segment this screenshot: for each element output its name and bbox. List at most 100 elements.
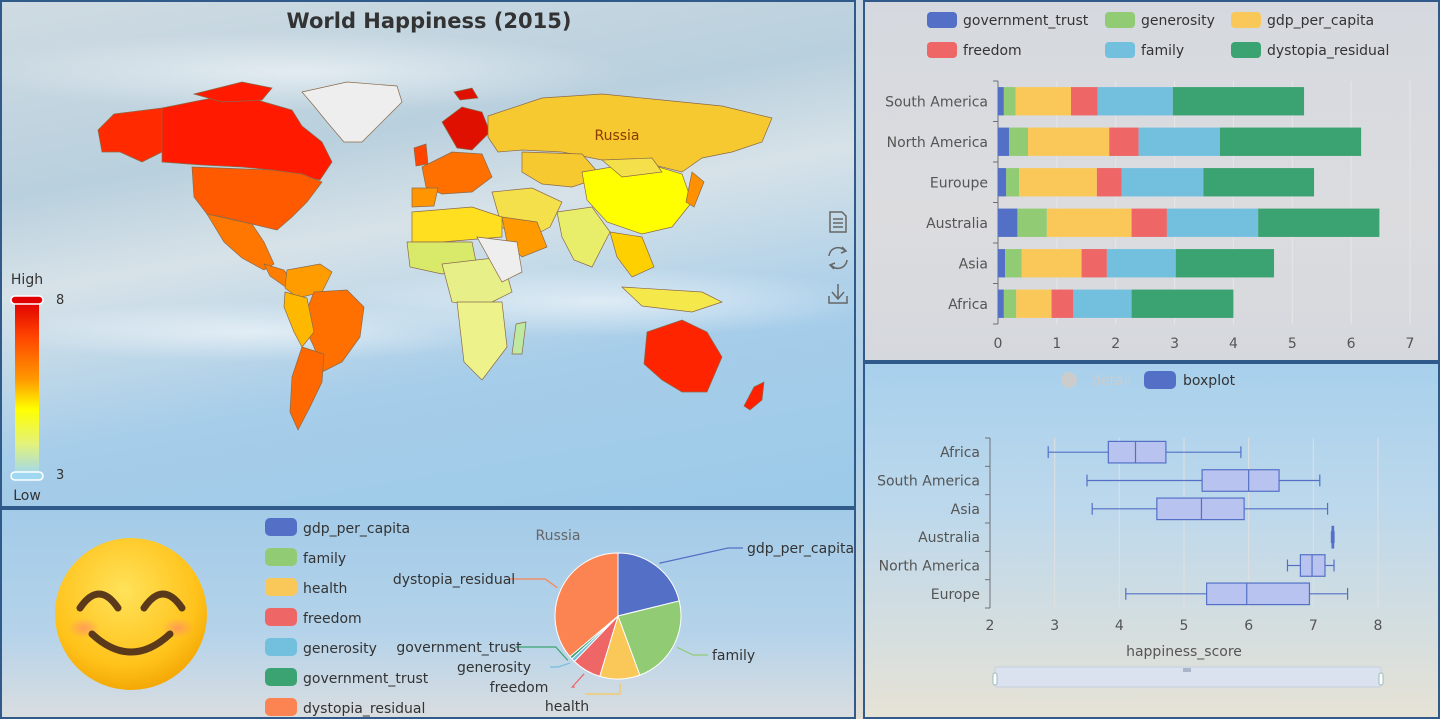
bar-segment-generosity[interactable]: [1003, 87, 1016, 116]
legend-item-boxplot[interactable]: boxplot: [1144, 371, 1236, 389]
bar-segment-dystopia_residual[interactable]: [1219, 127, 1362, 156]
x-tick-label: 2: [1111, 336, 1120, 352]
bar-segment-freedom[interactable]: [1109, 127, 1139, 156]
visual-map[interactable]: High Low 8 3: [10, 272, 64, 504]
save-image-icon[interactable]: [828, 284, 848, 304]
bar-segment-family[interactable]: [1121, 168, 1204, 197]
country-madagascar[interactable]: [511, 321, 527, 355]
bar-segment-gdp_per_capita[interactable]: [1046, 208, 1132, 237]
pie-legend-item-dystopia_residual[interactable]: dystopia_residual: [265, 698, 425, 717]
box-item[interactable]: [1286, 554, 1335, 577]
country-russia[interactable]: [487, 93, 773, 173]
bar-segment-family[interactable]: [1166, 208, 1259, 237]
country-australia[interactable]: [643, 319, 723, 393]
bar-segment-dystopia_residual[interactable]: [1203, 168, 1315, 197]
country-mongolia[interactable]: [601, 157, 663, 178]
box-body: [1299, 554, 1326, 577]
pie-legend-item-family[interactable]: family: [265, 548, 346, 567]
data-zoom-handle-right[interactable]: [1378, 672, 1384, 686]
bar-segment-dystopia_residual[interactable]: [1131, 289, 1234, 318]
bar-segment-dystopia_residual[interactable]: [1175, 249, 1275, 278]
box-item[interactable]: [1125, 582, 1349, 606]
bar-segment-government_trust[interactable]: [998, 168, 1007, 197]
y-category-label: South America: [877, 474, 980, 490]
country-india[interactable]: [556, 206, 611, 268]
pie-legend-item-freedom[interactable]: freedom: [265, 608, 362, 627]
bar-segment-dystopia_residual[interactable]: [1258, 208, 1380, 237]
legend-item-freedom[interactable]: freedom: [927, 42, 1022, 59]
bar-segment-gdp_per_capita[interactable]: [1015, 87, 1071, 116]
data-zoom-slider[interactable]: [992, 666, 1384, 688]
country-iceland[interactable]: [453, 87, 479, 101]
bar-segment-family[interactable]: [1106, 249, 1176, 278]
country-new-zealand[interactable]: [743, 381, 765, 411]
bar-segment-freedom[interactable]: [1096, 168, 1122, 197]
country-usa[interactable]: [191, 166, 323, 231]
country-east-africa[interactable]: [476, 236, 523, 283]
box-item[interactable]: [1086, 469, 1321, 492]
bar-segment-gdp_per_capita[interactable]: [1016, 289, 1052, 318]
bar-segment-generosity[interactable]: [1017, 208, 1047, 237]
country-canada-islands[interactable]: [192, 81, 273, 103]
country-se-asia[interactable]: [609, 231, 655, 278]
bar-segment-generosity[interactable]: [1003, 289, 1017, 318]
visual-map-handle-bottom[interactable]: [10, 471, 44, 481]
data-zoom-handle-left[interactable]: [992, 672, 998, 686]
bar-segment-generosity[interactable]: [1006, 168, 1020, 197]
pie-slice-label: gdp_per_capita: [747, 541, 854, 557]
country-greenland[interactable]: [301, 81, 403, 143]
legend-item-generosity[interactable]: generosity: [1105, 12, 1215, 29]
bar-segment-generosity[interactable]: [1005, 249, 1022, 278]
restore-icon[interactable]: [828, 246, 848, 270]
legend-item-dystopia_residual[interactable]: dystopia_residual: [1231, 42, 1389, 59]
pie-legend-item-government_trust[interactable]: government_trust: [265, 668, 429, 687]
pie-legend-item-health[interactable]: health: [265, 578, 347, 597]
bar-segment-government_trust[interactable]: [998, 127, 1010, 156]
country-indonesia[interactable]: [621, 286, 723, 313]
visual-map-bar[interactable]: [15, 302, 39, 475]
bar-segment-government_trust[interactable]: [998, 289, 1004, 318]
bar-segment-freedom[interactable]: [1070, 87, 1098, 116]
countries-layer[interactable]: [97, 81, 773, 431]
data-view-icon[interactable]: [829, 211, 847, 233]
legend-item-detail[interactable]: detail: [1061, 372, 1131, 389]
pie-legend-item-generosity[interactable]: generosity: [265, 638, 377, 657]
bar-segment-family[interactable]: [1073, 289, 1132, 318]
country-alaska[interactable]: [97, 107, 163, 163]
country-central-asia[interactable]: [521, 151, 603, 188]
box-item[interactable]: [1091, 497, 1329, 521]
country-uk[interactable]: [413, 143, 429, 167]
bar-segment-freedom[interactable]: [1051, 289, 1074, 318]
pie-slice-dystopia_residual[interactable]: [554, 552, 619, 658]
bar-segment-freedom[interactable]: [1131, 208, 1167, 237]
country-japan[interactable]: [685, 171, 705, 208]
bar-segment-dystopia_residual[interactable]: [1172, 87, 1305, 116]
data-zoom-grip[interactable]: [1183, 668, 1191, 672]
bar-segment-government_trust[interactable]: [998, 87, 1004, 116]
legend-item-gdp_per_capita[interactable]: gdp_per_capita: [1231, 12, 1374, 29]
bar-segment-family[interactable]: [1138, 127, 1220, 156]
pie-legend-item-gdp_per_capita[interactable]: gdp_per_capita: [265, 518, 410, 537]
bar-segment-government_trust[interactable]: [998, 249, 1006, 278]
country-norway-sweden[interactable]: [441, 106, 491, 151]
bar-segment-gdp_per_capita[interactable]: [1019, 168, 1097, 197]
bar-segment-government_trust[interactable]: [998, 208, 1018, 237]
map-toolbox[interactable]: [828, 211, 848, 304]
bar-segment-gdp_per_capita[interactable]: [1028, 127, 1110, 156]
box-item[interactable]: [1047, 440, 1242, 464]
pie-slice-gdp_per_capita[interactable]: [617, 552, 680, 617]
country-argentina[interactable]: [289, 346, 325, 431]
bar-segment-freedom[interactable]: [1081, 249, 1107, 278]
legend-item-government_trust[interactable]: government_trust: [927, 12, 1089, 29]
country-south-africa[interactable]: [456, 301, 508, 381]
box-item[interactable]: [1330, 525, 1335, 549]
legend-item-family[interactable]: family: [1105, 42, 1184, 59]
pie-slice-family[interactable]: [617, 600, 682, 676]
country-spain[interactable]: [411, 187, 439, 208]
bar-segment-generosity[interactable]: [1009, 127, 1029, 156]
country-north-africa[interactable]: [411, 206, 503, 243]
bar-segment-gdp_per_capita[interactable]: [1021, 249, 1082, 278]
bar-segment-family[interactable]: [1097, 87, 1173, 116]
visual-map-handle-top[interactable]: [10, 295, 44, 305]
pie-slice-label: freedom: [490, 680, 549, 696]
